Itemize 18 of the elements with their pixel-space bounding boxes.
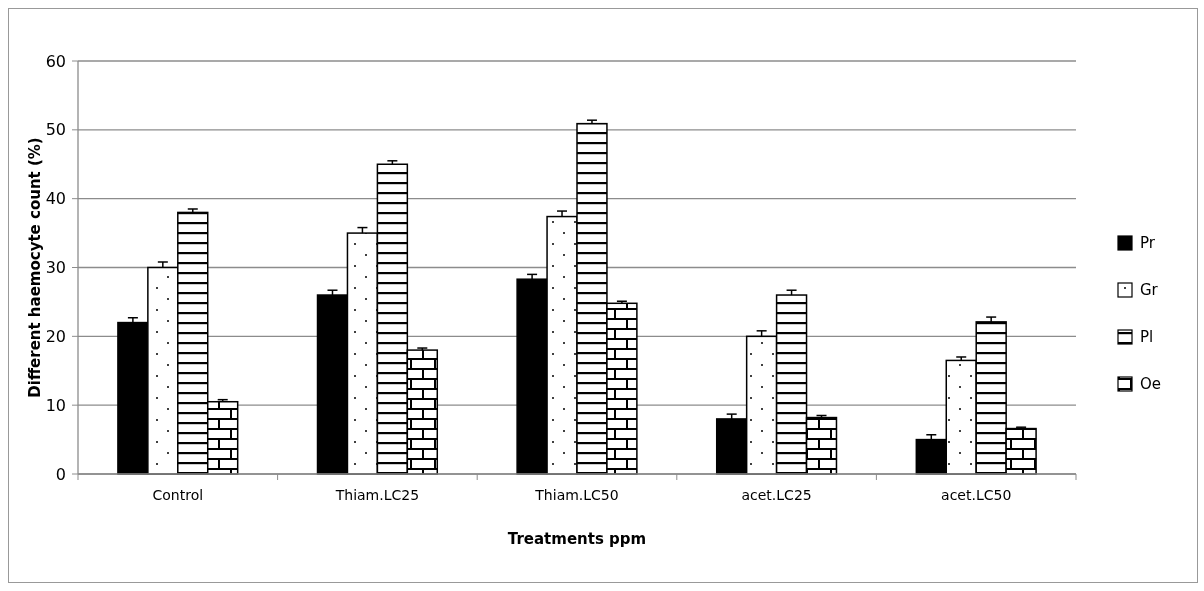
y-tick-label: 10 <box>45 395 66 415</box>
legend-label: Pr <box>1140 234 1156 253</box>
x-tick-label: acet.LC25 <box>741 487 812 503</box>
x-axis-title: Treatments ppm <box>507 530 647 548</box>
y-tick-label: 40 <box>45 189 66 209</box>
y-axis-title: Different haemocyte count (%) <box>26 137 44 398</box>
x-tick-label: Control <box>152 487 204 503</box>
y-tick-label: 60 <box>45 51 66 71</box>
x-tick-label: Thiam.LC25 <box>334 487 420 503</box>
y-tick-label: 0 <box>55 464 66 484</box>
x-tick-label: Thiam.LC50 <box>534 487 619 503</box>
x-tick-label: acet.LC50 <box>941 487 1012 503</box>
y-tick-label: 20 <box>45 326 66 346</box>
legend-label: Gr <box>1140 281 1159 300</box>
legend-label: Pl <box>1140 328 1154 347</box>
legend-label: Oe <box>1140 375 1162 394</box>
y-tick-label: 50 <box>45 120 66 140</box>
y-tick-label: 30 <box>45 258 66 278</box>
